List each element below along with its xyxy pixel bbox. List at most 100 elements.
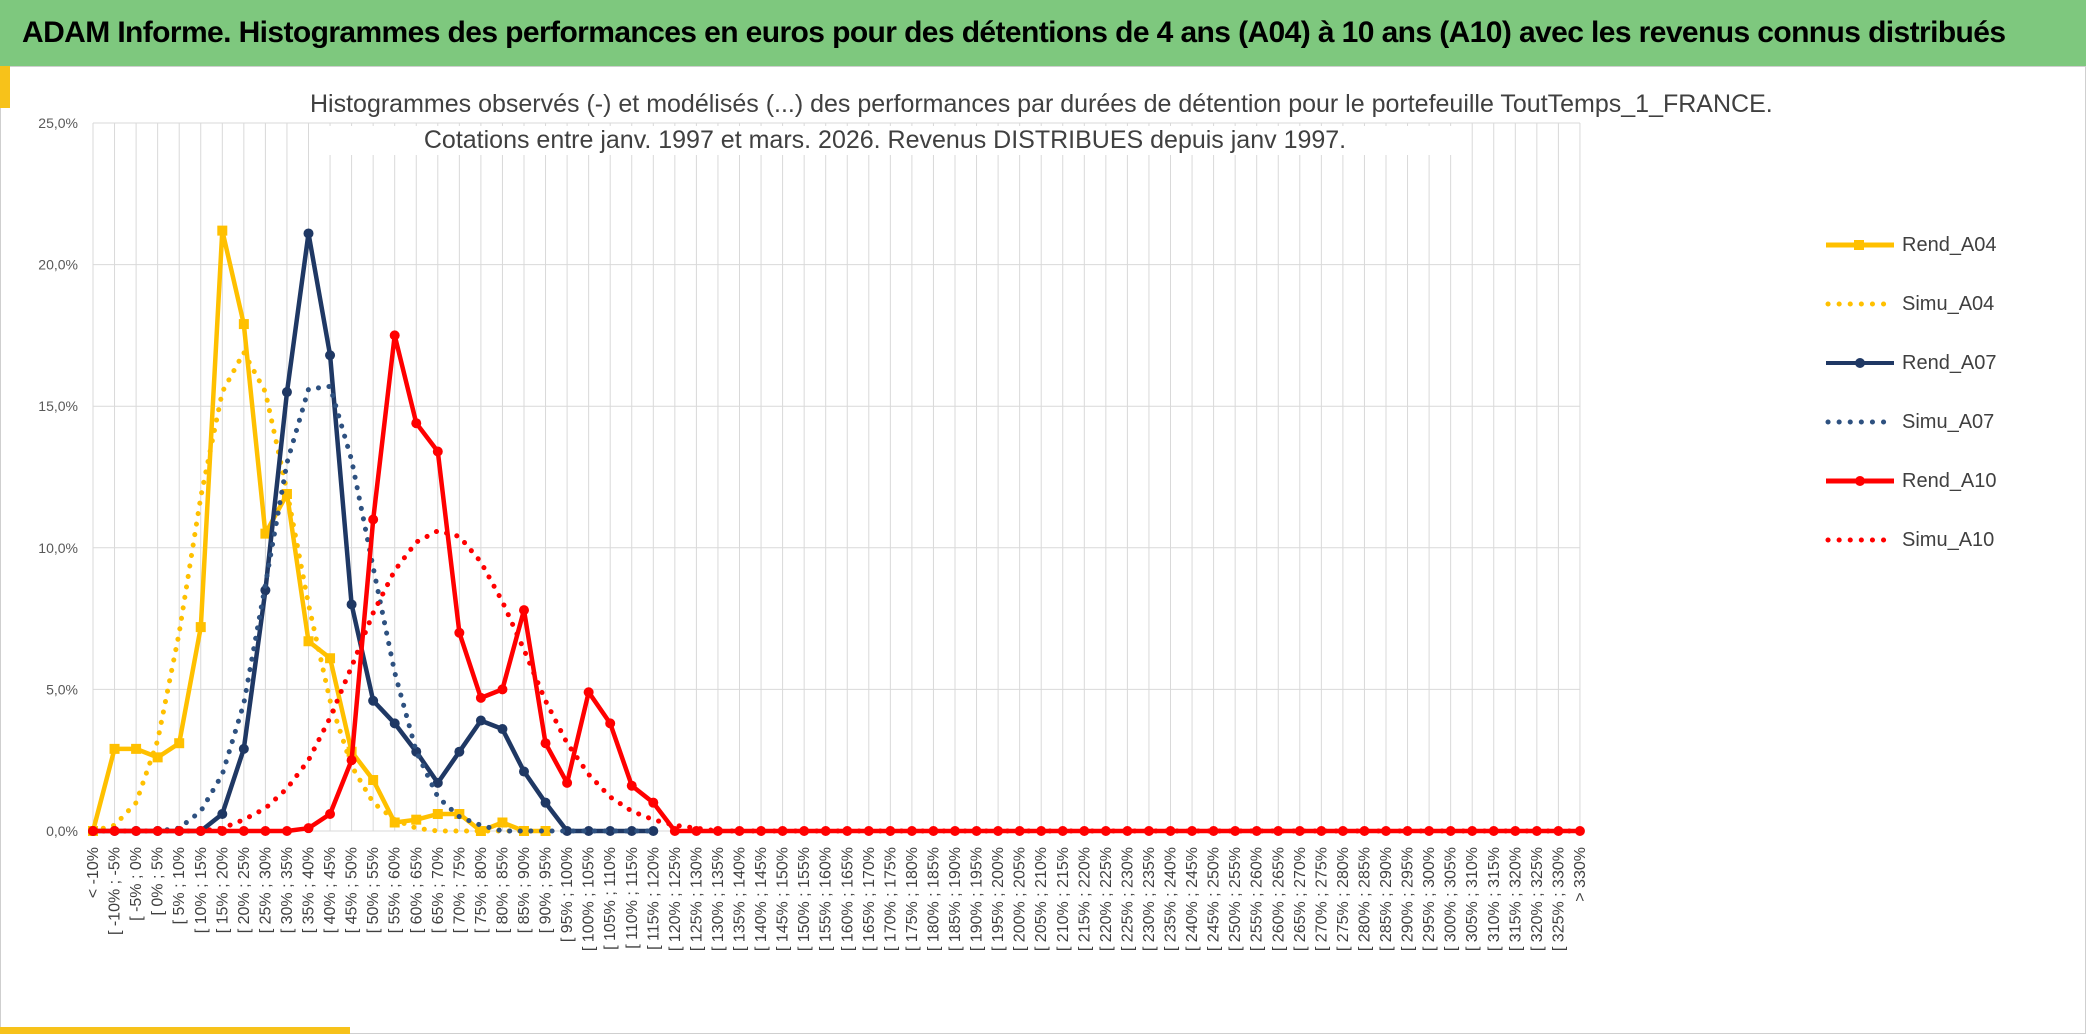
x-tick-label: [ 120% ; 125% <box>667 847 684 951</box>
x-tick-label: [ 320% ; 325% <box>1529 847 1546 951</box>
data-point-rend-a10 <box>1100 826 1111 836</box>
x-tick-label: [ 20% ; 25% <box>236 847 253 933</box>
x-tick-label: [ 150% ; 155% <box>796 847 813 951</box>
data-point-rend-a07 <box>217 809 228 820</box>
data-point-rend-a10 <box>303 823 314 834</box>
data-point-rend-a04 <box>389 817 400 828</box>
data-point-rend-a04 <box>411 814 422 825</box>
legend-item-simu-a04: Simu_A04 <box>1824 289 1994 319</box>
x-tick-label: [ 0% ; 5% <box>150 847 167 915</box>
series-line-simu-a07 <box>90 383 656 834</box>
x-tick-label: [ 255% ; 260% <box>1249 847 1266 951</box>
x-tick-label: [ 155% ; 160% <box>818 847 835 951</box>
data-point-rend-a07 <box>238 743 249 754</box>
x-tick-label: [ 10% ; 15% <box>193 847 210 933</box>
x-tick-label: [ 55% ; 60% <box>387 847 404 933</box>
chart-legend: Rend_A04 Simu_A04 Rend_A07 Simu_A07 Rend… <box>1810 214 2040 570</box>
legend-label: Rend_A07 <box>1902 351 1997 374</box>
legend-item-simu-a10: Simu_A10 <box>1824 525 1994 555</box>
x-tick-label: [ 210% ; 215% <box>1055 847 1072 951</box>
x-tick-label: [ 45% ; 50% <box>344 847 361 933</box>
data-point-rend-a10 <box>1165 826 1176 836</box>
accent-bar-top <box>0 66 10 108</box>
data-point-rend-a10 <box>734 826 745 836</box>
x-tick-label: [ 250% ; 255% <box>1227 847 1244 951</box>
data-point-rend-a10 <box>1294 826 1305 836</box>
x-tick-label: [ 110% ; 115% <box>624 847 641 949</box>
data-point-rend-a07 <box>626 826 637 836</box>
data-point-rend-a10 <box>626 780 637 791</box>
data-point-rend-a10 <box>497 684 508 695</box>
data-point-rend-a04 <box>217 225 228 236</box>
x-tick-label: < -10% <box>85 847 102 898</box>
legend-swatch-simu-a04 <box>1825 301 1896 307</box>
x-tick-label: [ 140% ; 145% <box>753 847 770 951</box>
x-tick-label: [ 290% ; 295% <box>1400 847 1417 951</box>
data-point-rend-a10 <box>260 826 271 836</box>
data-point-rend-a04 <box>238 319 249 330</box>
data-point-rend-a07 <box>281 387 292 398</box>
data-point-rend-a10 <box>1230 826 1241 836</box>
x-tick-label: [ 260% ; 265% <box>1270 847 1287 951</box>
x-tick-label: [ 165% ; 170% <box>861 847 878 951</box>
data-point-rend-a04 <box>174 738 185 749</box>
data-point-rend-a10 <box>1402 826 1413 836</box>
x-tick-label: [ 300% ; 305% <box>1443 847 1460 951</box>
data-point-rend-a04 <box>475 826 486 836</box>
legend-label: Simu_A10 <box>1902 528 1995 551</box>
data-point-rend-a04 <box>368 775 379 786</box>
data-point-rend-a04 <box>131 743 142 754</box>
data-point-rend-a04 <box>454 809 465 820</box>
data-point-rend-a07 <box>303 228 314 239</box>
data-point-rend-a07 <box>389 718 400 729</box>
x-tick-label: [ 310% ; 315% <box>1486 847 1503 951</box>
x-tick-label: [ 5% ; 10% <box>171 847 188 924</box>
legend-item-rend-a04: Rend_A04 <box>1824 230 1997 260</box>
data-point-rend-a10 <box>454 627 465 638</box>
x-tick-label: [ 130% ; 135% <box>710 847 727 951</box>
data-point-rend-a07 <box>519 766 529 777</box>
data-point-rend-a10 <box>1337 826 1348 836</box>
x-tick-label: [ 315% ; 320% <box>1507 847 1524 951</box>
data-point-rend-a10 <box>1316 826 1327 836</box>
data-point-rend-a10 <box>238 826 249 836</box>
x-tick-label: [ -5% ; 0% <box>128 847 145 921</box>
x-tick-label: [ 160% ; 165% <box>839 847 856 951</box>
data-point-rend-a04 <box>325 653 336 664</box>
data-point-rend-a10 <box>1143 826 1154 836</box>
data-point-rend-a10 <box>1273 826 1284 836</box>
x-tick-label: [ 105% ; 110% <box>602 847 619 950</box>
data-point-rend-a10 <box>540 738 551 749</box>
data-point-rend-a10 <box>1208 826 1219 836</box>
data-point-rend-a07 <box>605 826 616 836</box>
x-tick-label: [ 95% ; 100% <box>559 847 576 942</box>
x-tick-label: [ 205% ; 210% <box>1033 847 1050 951</box>
x-tick-label: [ 275% ; 280% <box>1335 847 1352 951</box>
legend-item-rend-a07: Rend_A07 <box>1824 348 1997 378</box>
legend-label: Rend_A04 <box>1902 233 1997 256</box>
x-tick-label: [ 305% ; 310% <box>1464 847 1481 951</box>
accent-bar-bottom <box>0 1027 350 1034</box>
y-tick-label: 5,0% <box>46 681 78 697</box>
x-tick-label: [ 280% ; 285% <box>1356 847 1373 951</box>
data-point-rend-a10 <box>389 330 400 341</box>
data-point-rend-a10 <box>562 777 573 788</box>
data-point-rend-a04 <box>432 809 443 820</box>
x-tick-label: [ 15% ; 20% <box>214 847 231 933</box>
x-tick-label: [ 115% ; 120% <box>645 847 662 950</box>
x-tick-label: [ 65% ; 70% <box>430 847 447 933</box>
x-tick-label: [ 125% ; 130% <box>688 847 705 951</box>
legend-label: Simu_A07 <box>1902 410 1995 433</box>
data-point-rend-a10 <box>281 826 292 836</box>
legend-label: Rend_A10 <box>1902 469 1997 492</box>
data-point-rend-a07 <box>454 746 465 757</box>
data-point-rend-a10 <box>583 687 594 698</box>
y-tick-label: 0,0% <box>46 823 78 839</box>
data-point-rend-a07 <box>325 350 336 361</box>
x-tick-label: [ 170% ; 175% <box>882 847 899 951</box>
legend-label: Simu_A04 <box>1902 292 1995 315</box>
data-point-rend-a10 <box>712 826 723 836</box>
x-tick-label: [ 185% ; 190% <box>947 847 964 951</box>
x-tick-label: [ 240% ; 245% <box>1184 847 1201 951</box>
x-tick-label: [ 215% ; 220% <box>1076 847 1093 951</box>
